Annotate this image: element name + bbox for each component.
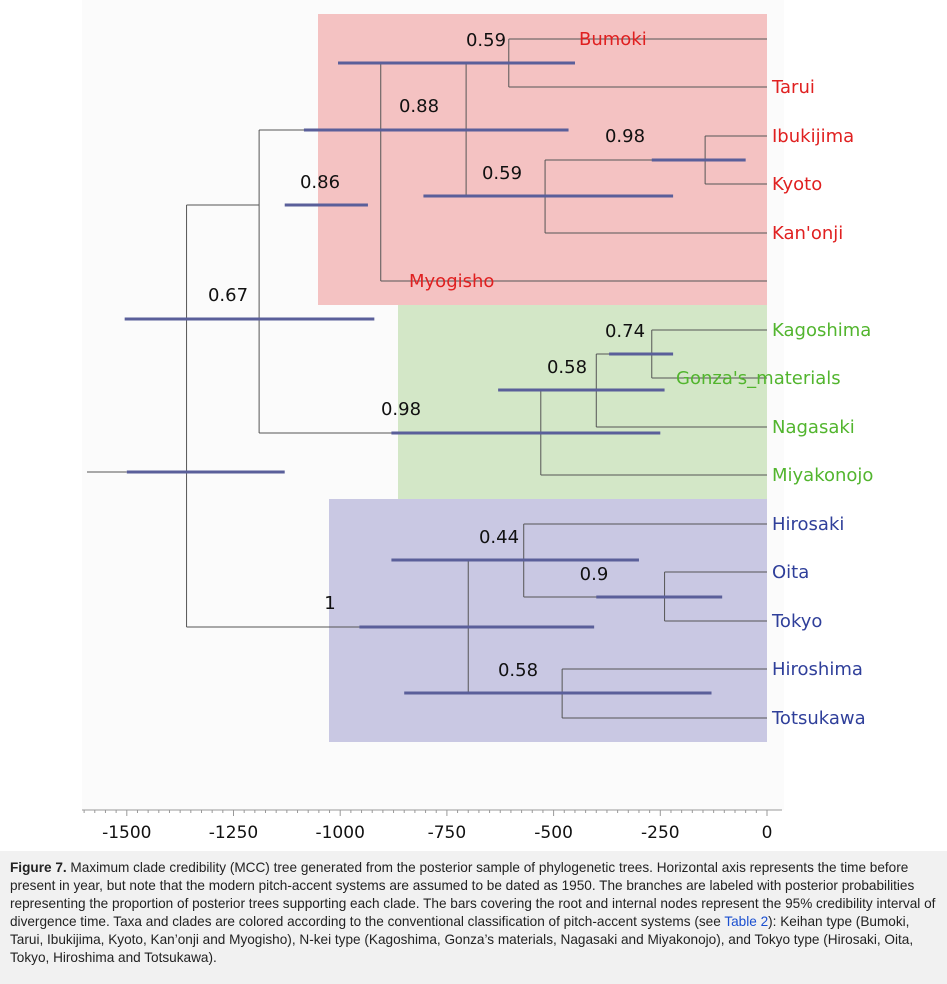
- table-2-link[interactable]: Table 2: [724, 914, 769, 929]
- posterior-support-label: 0.98: [605, 126, 645, 147]
- taxon-label: Kyoto: [772, 174, 822, 195]
- posterior-support-label: 0.59: [482, 163, 522, 184]
- x-tick-label: -250: [641, 823, 680, 843]
- taxon-label: Kan'onji: [772, 223, 843, 244]
- support-labels: 0.67 0.86 0.88 0.59 0.59 0.98 0.98 0.58 0.74 1 0.4…: [208, 30, 645, 681]
- x-tick-label: -1250: [209, 823, 258, 843]
- taxon-label: Oita: [772, 562, 809, 583]
- posterior-support-label: 0.86: [300, 172, 340, 193]
- taxon-label: Ibukijima: [772, 126, 854, 147]
- taxon-label: Tokyo: [771, 611, 822, 632]
- taxon-label: Hiroshima: [772, 659, 863, 680]
- posterior-support-label: 0.98: [381, 399, 421, 420]
- x-tick-label: 0: [762, 823, 773, 843]
- x-axis: -1500 -1250 -1000 -750 -500 -250 0: [82, 809, 782, 843]
- posterior-support-label: 0.59: [466, 30, 506, 51]
- posterior-support-label: 0.58: [547, 357, 587, 378]
- caption-text-part2: ): Keihan type (Bumoki, Tarui, Ibukijima…: [10, 914, 914, 965]
- posterior-support-label: 0.88: [399, 96, 439, 117]
- hpd-bars: [124, 61, 746, 695]
- posterior-support-label: 1: [324, 593, 335, 614]
- taxon-label: Nagasaki: [772, 417, 855, 438]
- x-tick-label: -1000: [315, 823, 364, 843]
- posterior-support-label: 0.67: [208, 285, 248, 306]
- tree-chart: 0.67 0.86 0.88 0.59 0.59 0.98 0.98 0.58 0.74 1 0.4…: [82, 14, 874, 843]
- taxon-label: Myogisho: [409, 271, 494, 292]
- posterior-support-label: 0.44: [479, 527, 519, 548]
- x-tick-label: -500: [534, 823, 573, 843]
- x-tick-label: -1500: [102, 823, 151, 843]
- caption-text-part1: Maximum clade credibility (MCC) tree gen…: [10, 860, 936, 929]
- phylogenetic-tree-figure: 0.67 0.86 0.88 0.59 0.59 0.98 0.98 0.58 0.74 1 0.4…: [82, 14, 874, 843]
- taxon-label: Hirosaki: [772, 514, 844, 535]
- clade-box-n-kei: [398, 305, 767, 499]
- taxon-label: Tarui: [771, 77, 815, 98]
- figure-caption: Figure 7. Maximum clade credibility (MCC…: [10, 859, 940, 967]
- figure-caption-box: Figure 7. Maximum clade credibility (MCC…: [0, 851, 947, 984]
- caption-lead: Figure 7.: [10, 860, 67, 875]
- posterior-support-label: 0.9: [580, 564, 609, 585]
- taxon-label: Miyakonojo: [772, 465, 873, 486]
- taxon-label: Bumoki: [579, 29, 647, 50]
- taxon-labels: Bumoki Tarui Ibukijima Kyoto Kan'onji Myogish…: [409, 29, 873, 729]
- taxon-label: Totsukawa: [771, 708, 866, 729]
- posterior-support-label: 0.74: [605, 321, 645, 342]
- x-tick-label: -750: [428, 823, 467, 843]
- posterior-support-label: 0.58: [498, 660, 538, 681]
- tree-branches: [87, 38, 767, 719]
- taxon-label: Gonza's_materials: [676, 368, 841, 389]
- taxon-label: Kagoshima: [772, 320, 871, 341]
